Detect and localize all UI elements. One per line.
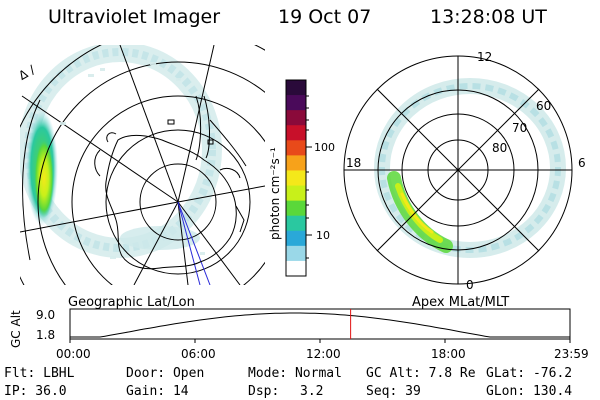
colorbar-segment: [286, 260, 306, 277]
colorbar-segment: [286, 140, 306, 156]
glat-status: GLat: -76.2: [486, 366, 573, 381]
mlt-0-label: 0: [466, 278, 474, 292]
gc-alt-status: GC Alt: 7.8 Re: [366, 366, 476, 381]
colorbar-segment: [286, 110, 306, 126]
orbit-xtick: 06:00: [181, 347, 216, 361]
colorbar-segment: [286, 230, 306, 247]
colorbar-segment: [286, 125, 306, 141]
lat-70-label: 70: [512, 121, 527, 135]
geographic-caption: Geographic Lat/Lon: [68, 295, 195, 310]
orbit-ymax: 9.0: [36, 308, 55, 322]
orbit-xtick: 00:00: [56, 347, 91, 361]
imager-title: Ultraviolet Imager: [48, 6, 221, 28]
colorbar-segment: [286, 95, 306, 111]
corner-glyph: Δ ∕: [16, 62, 38, 83]
orbit-xtick: 23:59: [554, 347, 589, 361]
filter-status: Flt: LBHL: [4, 366, 75, 381]
colorbar-segment: [286, 200, 306, 217]
colorbar-unit-label: photon cm⁻²s⁻¹: [268, 147, 282, 240]
orbit-xtick: 18:00: [431, 347, 466, 361]
orbit-ylabel: GC Alt: [9, 310, 23, 348]
altitude-curve: [70, 312, 570, 338]
seq-status: Seq: 39: [366, 384, 421, 399]
dsp-value: 3.2: [300, 384, 324, 399]
colorbar-segment: [286, 155, 306, 171]
mode-status: Mode: Normal: [248, 366, 342, 381]
intensity-colorbar: [285, 79, 307, 277]
orbit-ymin: 1.8: [36, 328, 55, 342]
colorbar-segment: [286, 185, 306, 202]
orbit-plot: [69, 308, 571, 343]
glon-status: GLon: 130.4: [486, 384, 573, 399]
colorbar-frame: [285, 79, 307, 277]
colorbar-segment: [286, 245, 306, 262]
ip-status: IP: 36.0: [4, 384, 67, 399]
colorbar-segment: [286, 170, 306, 187]
apex-caption: Apex MLat/MLT: [412, 295, 509, 310]
colorbar-tick-10: 10: [316, 229, 330, 242]
dsp-label: Dsp:: [248, 384, 280, 399]
mlt-18-label: 18: [346, 156, 361, 170]
mlt-6-label: 6: [578, 156, 586, 170]
colorbar-segment: [286, 80, 306, 96]
colorbar-segment: [286, 215, 306, 232]
magnetic-dial: [343, 55, 573, 285]
mlt-12-label: 12: [477, 50, 492, 64]
colorbar-tick-100: 100: [314, 141, 335, 154]
door-status: Door: Open: [126, 366, 205, 381]
lat-80-label: 80: [492, 141, 507, 155]
observation-date: 19 Oct 07: [278, 6, 372, 28]
geographic-map: [20, 45, 265, 285]
observation-time: 13:28:08 UT: [430, 6, 547, 28]
gain-status: Gain: 14: [126, 384, 189, 399]
orbit-xtick: 12:00: [306, 347, 341, 361]
lat-60-label: 60: [536, 99, 551, 113]
